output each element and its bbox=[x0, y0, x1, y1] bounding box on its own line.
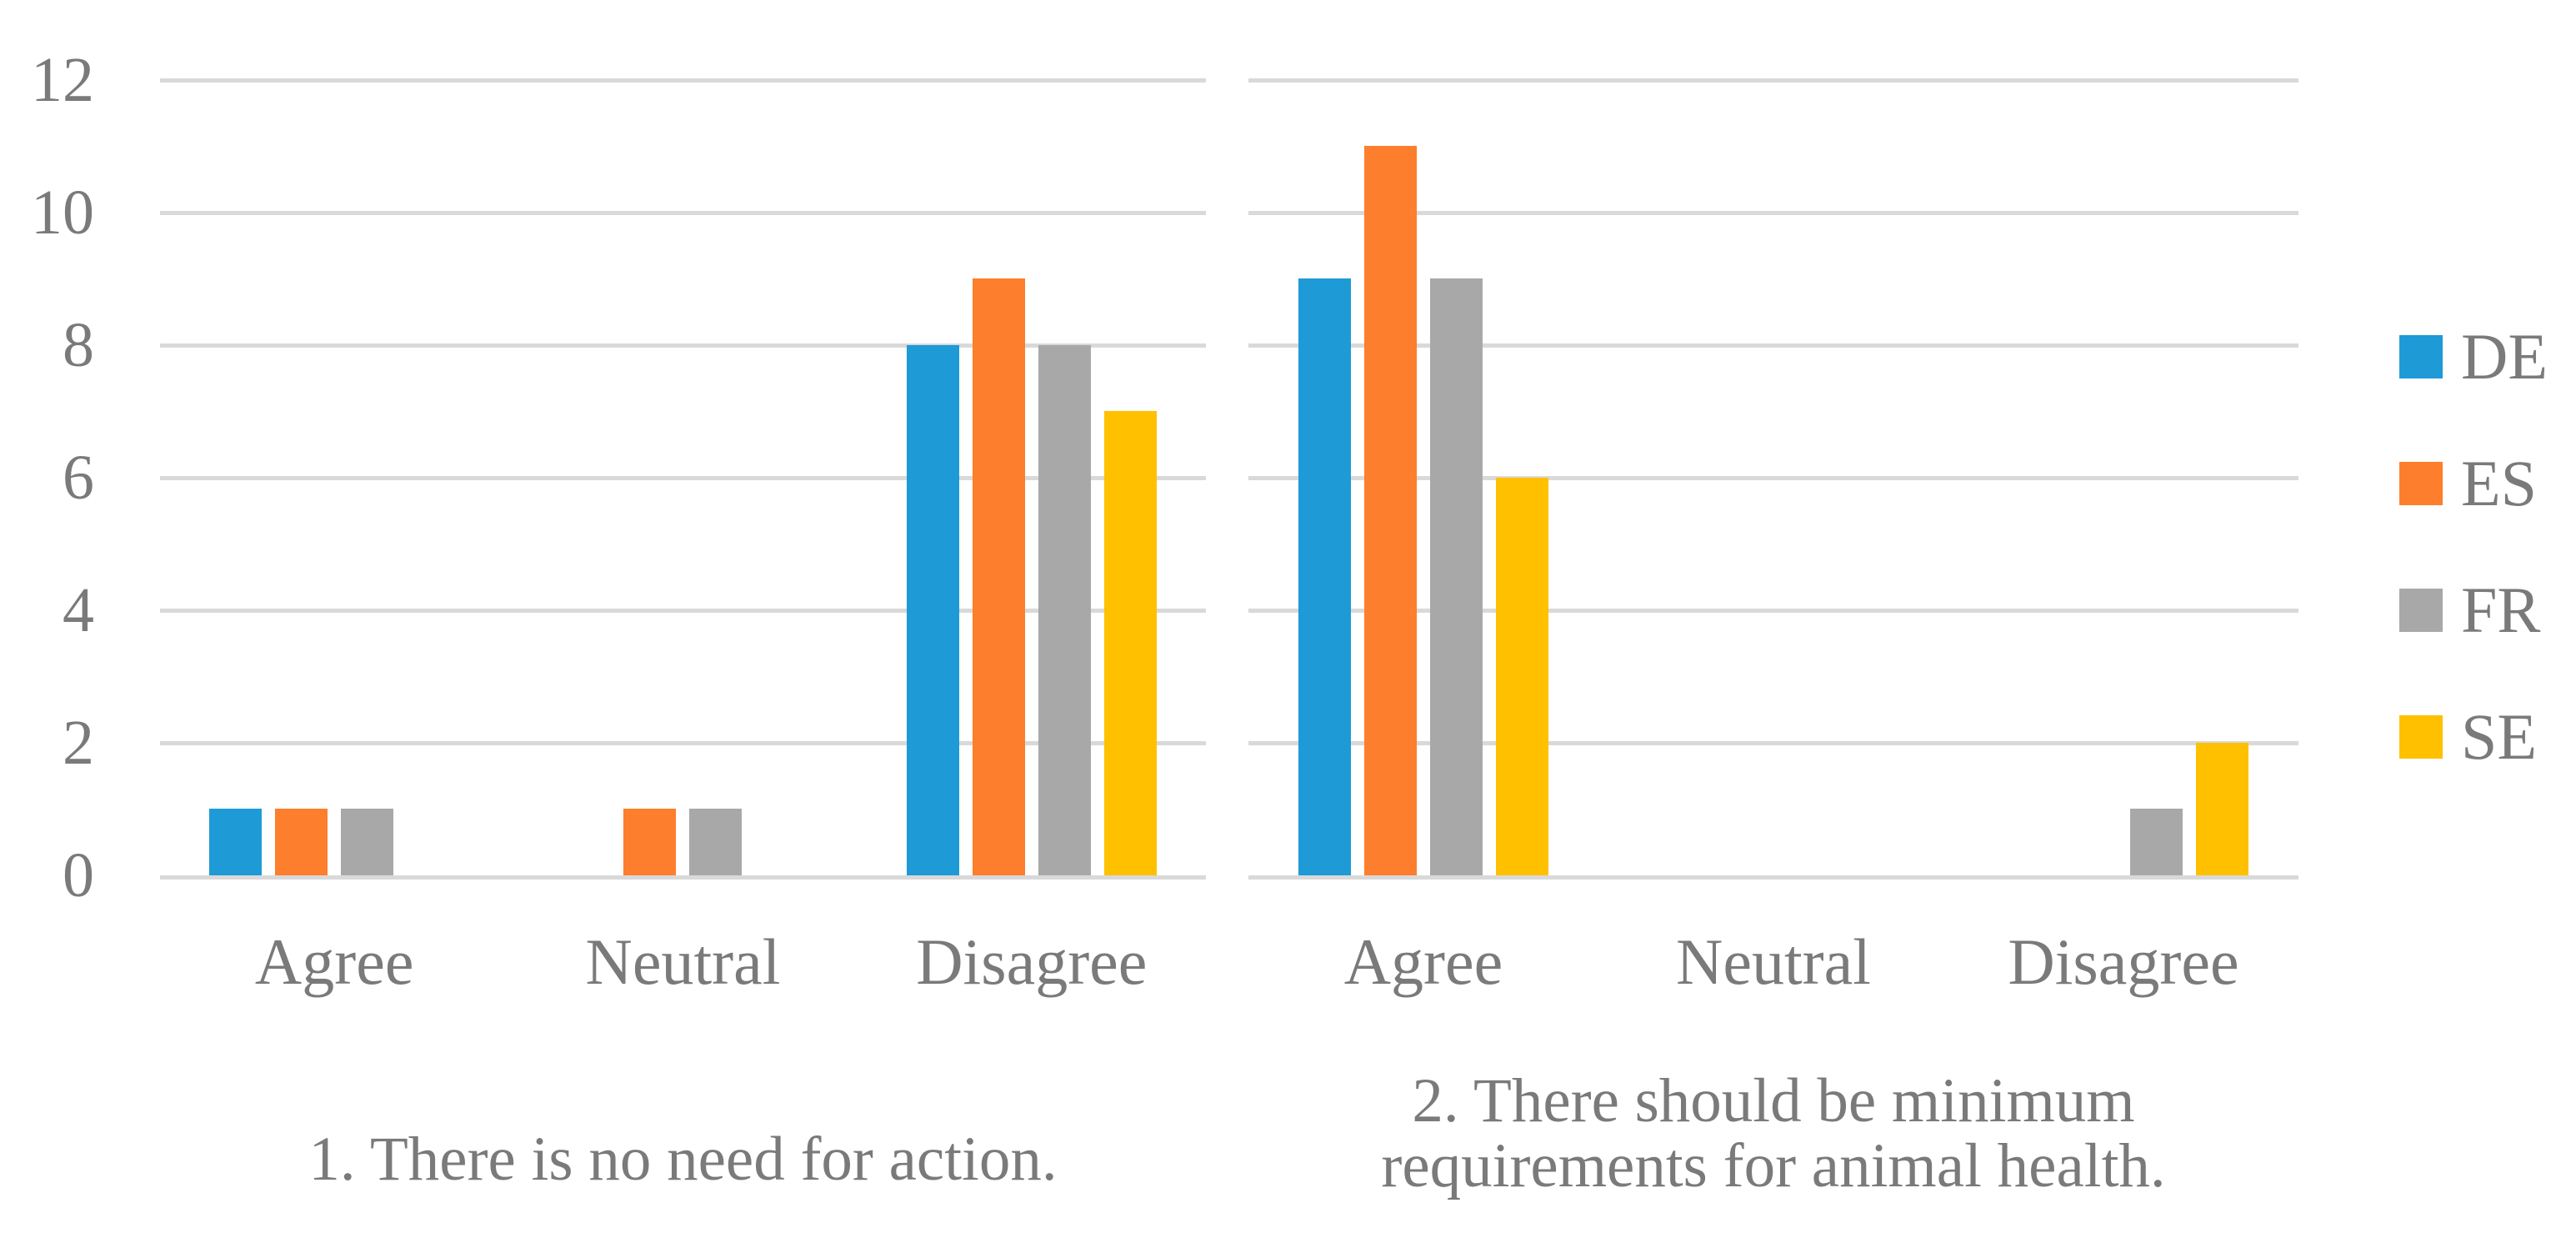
y-tick-label-2: 2 bbox=[63, 708, 94, 778]
plot-area-question-2 bbox=[1248, 78, 2298, 880]
gridline-y4-panel1 bbox=[160, 609, 1206, 613]
question-1-label: 1. There is no need for action. bbox=[160, 1127, 1206, 1192]
question-2-label: 2. There should be minimum requirements f… bbox=[1248, 1069, 2298, 1199]
legend-swatch-se bbox=[2399, 715, 2443, 759]
bar-es-agree-q2 bbox=[1364, 146, 1417, 875]
question-2-line-2: requirements for animal health. bbox=[1381, 1131, 2166, 1200]
legend-item-se: SE bbox=[2399, 700, 2548, 773]
category-group-agree-q2 bbox=[1248, 80, 1598, 875]
y-tick-label-6: 6 bbox=[63, 443, 94, 513]
category-group-disagree-q2 bbox=[1948, 80, 2298, 875]
question-1-line-1: 1. There is no need for action. bbox=[308, 1125, 1058, 1194]
gridline-y0-panel2 bbox=[1248, 875, 2298, 880]
question-2-line-1: 2. There should be minimum bbox=[1412, 1066, 2135, 1135]
category-label-neutral-q1: Neutral bbox=[585, 925, 781, 998]
bar-fr-disagree-q1 bbox=[1038, 345, 1091, 875]
legend-item-de: DE bbox=[2399, 320, 2548, 393]
legend-item-fr: FR bbox=[2399, 574, 2548, 646]
category-row-panel2 bbox=[1248, 80, 2298, 875]
bar-fr-disagree-q2 bbox=[2130, 809, 2183, 875]
bar-de-agree-q2 bbox=[1298, 278, 1351, 875]
bar-es-neutral-q1 bbox=[623, 809, 677, 875]
gridline-y10-panel2 bbox=[1248, 211, 2298, 215]
category-label-agree-q1: Agree bbox=[254, 925, 414, 998]
legend-label-fr: FR bbox=[2461, 574, 2541, 646]
y-tick-label-10: 10 bbox=[31, 178, 94, 248]
bar-se-disagree-q2 bbox=[2196, 743, 2248, 875]
bar-fr-agree-q2 bbox=[1430, 278, 1483, 875]
legend-label-de: DE bbox=[2461, 320, 2548, 393]
category-label-disagree-q1: Disagree bbox=[916, 925, 1148, 998]
bar-de-agree-q1 bbox=[209, 809, 263, 875]
category-label-neutral-q2: Neutral bbox=[1676, 925, 1871, 998]
gridline-y8-panel2 bbox=[1248, 343, 2298, 348]
category-group-neutral-q1 bbox=[508, 80, 857, 875]
gridline-y0-panel1 bbox=[160, 875, 1206, 880]
category-label-disagree-q2: Disagree bbox=[2008, 925, 2239, 998]
legend-swatch-de bbox=[2399, 335, 2443, 378]
legend: DE ES FR SE bbox=[2399, 320, 2548, 842]
bar-es-agree-q1 bbox=[275, 809, 328, 875]
legend-label-se: SE bbox=[2461, 700, 2538, 773]
category-label-agree-q2: Agree bbox=[1343, 925, 1503, 998]
y-tick-label-4: 4 bbox=[63, 575, 94, 645]
gridline-y12-panel2 bbox=[1248, 78, 2298, 83]
y-tick-label-0: 0 bbox=[63, 840, 94, 910]
bar-se-disagree-q1 bbox=[1103, 411, 1157, 875]
gridline-y2-panel1 bbox=[160, 741, 1206, 745]
gridline-y4-panel2 bbox=[1248, 609, 2298, 613]
gridline-y6-panel2 bbox=[1248, 476, 2298, 480]
y-axis-tick-labels: 0 2 4 6 8 10 12 bbox=[0, 0, 94, 1233]
bar-se-agree-q2 bbox=[1496, 478, 1548, 875]
category-axis-labels-question-2: Agree Neutral Disagree bbox=[1248, 924, 2298, 1015]
legend-item-es: ES bbox=[2399, 447, 2548, 519]
gridline-y2-panel2 bbox=[1248, 741, 2298, 745]
y-tick-label-12: 12 bbox=[31, 45, 94, 115]
gridline-y10-panel1 bbox=[160, 211, 1206, 215]
gridline-y6-panel1 bbox=[160, 476, 1206, 480]
legend-swatch-es bbox=[2399, 462, 2443, 505]
legend-label-es: ES bbox=[2461, 447, 2538, 519]
gridline-y8-panel1 bbox=[160, 343, 1206, 348]
category-group-neutral-q2 bbox=[1598, 80, 1948, 875]
gridline-y12-panel1 bbox=[160, 78, 1206, 83]
bar-fr-agree-q1 bbox=[341, 809, 394, 875]
category-axis-labels-question-1: Agree Neutral Disagree bbox=[160, 924, 1206, 1015]
category-row-panel1 bbox=[160, 80, 1206, 875]
category-group-disagree-q1 bbox=[858, 80, 1206, 875]
bar-es-disagree-q1 bbox=[972, 278, 1025, 875]
y-tick-label-8: 8 bbox=[63, 310, 94, 380]
category-group-agree-q1 bbox=[160, 80, 508, 875]
bar-de-disagree-q1 bbox=[906, 345, 959, 875]
legend-swatch-fr bbox=[2399, 589, 2443, 632]
plot-area-question-1 bbox=[160, 78, 1206, 880]
bar-fr-neutral-q1 bbox=[689, 809, 743, 875]
